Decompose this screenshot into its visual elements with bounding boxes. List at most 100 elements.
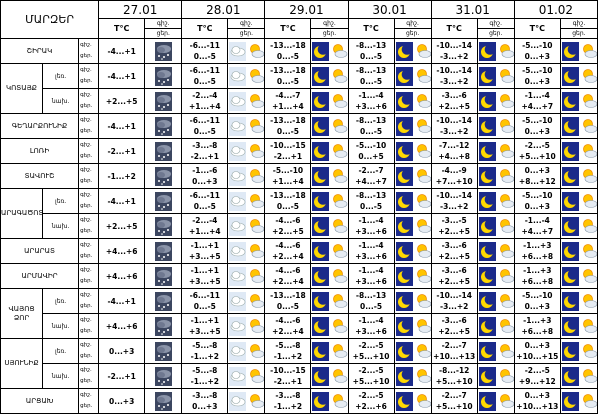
night-temp: -5...-8 bbox=[192, 341, 218, 350]
day-label: ցեր. bbox=[80, 78, 93, 84]
snow-icon bbox=[154, 241, 172, 261]
sun-cloud-icon bbox=[333, 143, 348, 158]
night-label: գիշ. bbox=[406, 20, 419, 27]
day-temp: -2...+1 bbox=[273, 152, 303, 161]
sun-cloud-icon bbox=[416, 193, 431, 208]
sun-cloud-icon bbox=[416, 168, 431, 183]
snow-icon bbox=[154, 166, 172, 186]
temperature: -2...-5 +5...+10 bbox=[347, 338, 395, 364]
cloud-icon bbox=[229, 291, 247, 311]
weather-icons bbox=[227, 113, 266, 139]
day-label: ցեր. bbox=[228, 28, 264, 38]
sun-cloud-icon bbox=[416, 318, 431, 333]
sun-cloud-icon bbox=[416, 93, 431, 108]
night-temp: -1...-4 bbox=[358, 216, 384, 225]
temperature: -4...+1 bbox=[98, 288, 146, 314]
sun-cloud-icon bbox=[333, 118, 348, 133]
cloud-icon bbox=[229, 316, 247, 336]
sun-cloud-icon bbox=[250, 318, 264, 333]
temperature: +4...+6 bbox=[98, 263, 146, 289]
weather-icons bbox=[476, 38, 515, 64]
temperature: -10...-15 -2...+1 bbox=[264, 138, 312, 164]
weather-icons bbox=[476, 138, 515, 164]
zone-name: լեռ. bbox=[42, 338, 80, 364]
temperature: -3...-6 +2...+5 bbox=[430, 313, 478, 339]
temperature: -3...-8 -1...+2 bbox=[264, 388, 312, 414]
sun-cloud-icon bbox=[582, 193, 597, 208]
temperature: -1...-6 0...+3 bbox=[181, 163, 229, 189]
temperature: -2...-5 +5...+10 bbox=[347, 363, 395, 389]
day-temp: +2...+5 bbox=[438, 102, 470, 111]
temperature: -8...-13 0...-5 bbox=[347, 63, 395, 89]
temperature: -3...-6 +2...+5 bbox=[430, 263, 478, 289]
region-name: ՇԻՐԱԿ bbox=[0, 38, 80, 64]
weather-icons bbox=[476, 388, 515, 414]
icon-header: գիշ. ցեր. bbox=[227, 18, 266, 39]
snow-icon bbox=[154, 391, 172, 411]
sun-cloud-icon bbox=[416, 293, 431, 308]
day-temp: -1...+2 bbox=[273, 352, 303, 361]
sun-cloud-icon bbox=[582, 343, 597, 358]
region-name: ԱՐՄԱՎԻՐ bbox=[0, 263, 80, 289]
region-row: նախ. գիշ. ցեր. +2...+5 -2...-4 +1...+4 -4...-7… bbox=[1, 88, 599, 114]
sun-cloud-icon bbox=[250, 218, 264, 233]
moon-icon bbox=[395, 266, 413, 286]
temperature: -6...-11 0...-5 bbox=[181, 188, 229, 214]
moon-icon bbox=[478, 316, 496, 336]
night-temp: -1...-4 bbox=[358, 91, 384, 100]
period-labels: գիշ. ցեր. bbox=[78, 388, 100, 414]
day-label: ցեր. bbox=[80, 353, 93, 359]
night-temp: -3...-6 bbox=[441, 91, 467, 100]
day-temp: +2...+5 bbox=[438, 277, 470, 286]
sun-cloud-icon bbox=[250, 368, 264, 383]
day-temp: +4...+7 bbox=[355, 177, 387, 186]
weather-icons bbox=[310, 213, 349, 239]
weather-icons bbox=[310, 288, 349, 314]
temperature: -6...-11 0...-5 bbox=[181, 38, 229, 64]
weather-icons bbox=[476, 188, 515, 214]
night-label: գիշ. bbox=[80, 367, 92, 373]
moon-icon bbox=[312, 66, 330, 86]
night-temp: -2...-4 bbox=[192, 91, 218, 100]
night-temp: -10...-15 bbox=[270, 366, 306, 375]
night-label: գիշ. bbox=[80, 167, 92, 173]
moon-icon bbox=[395, 341, 413, 361]
temperature: 0...+3 +10...+15 bbox=[513, 338, 561, 364]
day-temp: 0...-5 bbox=[359, 302, 383, 311]
day-temp: +2...+6 bbox=[355, 402, 387, 411]
day-label: ցեր. bbox=[80, 228, 93, 234]
region-name: ԱՐԱԳԱԾՈՏՆ bbox=[0, 188, 44, 239]
temperature: -1...+3 +6...+8 bbox=[513, 313, 561, 339]
weather-icons bbox=[476, 238, 515, 264]
region-row: ԳԵՂԱՐՔՈՒՆԻՔ գիշ. ցեր. -4...+1 -6...-11 0...-5… bbox=[0, 113, 599, 139]
day-temp: +1...+4 bbox=[189, 102, 221, 111]
header-row: ՄԱՐԶԵՐ 27.01 28.01 29.01 30.01 31.01 01.02 bbox=[0, 0, 599, 39]
night-temp: -1...+1 bbox=[190, 241, 219, 250]
moon-icon bbox=[312, 41, 330, 61]
night-label: գիշ. bbox=[80, 317, 92, 323]
weather-icons bbox=[144, 138, 183, 164]
sun-cloud-icon bbox=[499, 143, 514, 158]
weather-icons bbox=[227, 163, 266, 189]
weather-icons bbox=[144, 213, 183, 239]
night-label: գիշ. bbox=[80, 392, 92, 398]
night-temp: -3...-6 bbox=[441, 316, 467, 325]
temperature: +2...+5 bbox=[98, 213, 146, 239]
sun-cloud-icon bbox=[416, 43, 431, 58]
sun-cloud-icon bbox=[582, 168, 597, 183]
icon-header: գիշ. ցեր. bbox=[476, 18, 515, 39]
cloud-icon bbox=[229, 391, 247, 411]
day-temp: 0...+3 bbox=[524, 52, 550, 61]
moon-icon bbox=[312, 391, 330, 411]
moon-icon bbox=[312, 191, 330, 211]
day-temp: -3...+2 bbox=[439, 127, 469, 136]
moon-icon bbox=[561, 191, 579, 211]
temperature: -5...-8 -1...+2 bbox=[181, 338, 229, 364]
sun-cloud-icon bbox=[499, 318, 514, 333]
temperature: -10...-14 -3...+2 bbox=[430, 38, 478, 64]
moon-icon bbox=[312, 341, 330, 361]
day-temp: -3...+2 bbox=[439, 52, 469, 61]
temperature: -1...-4 +3...+6 bbox=[347, 313, 395, 339]
day-temp: -1...+2 bbox=[273, 402, 303, 411]
